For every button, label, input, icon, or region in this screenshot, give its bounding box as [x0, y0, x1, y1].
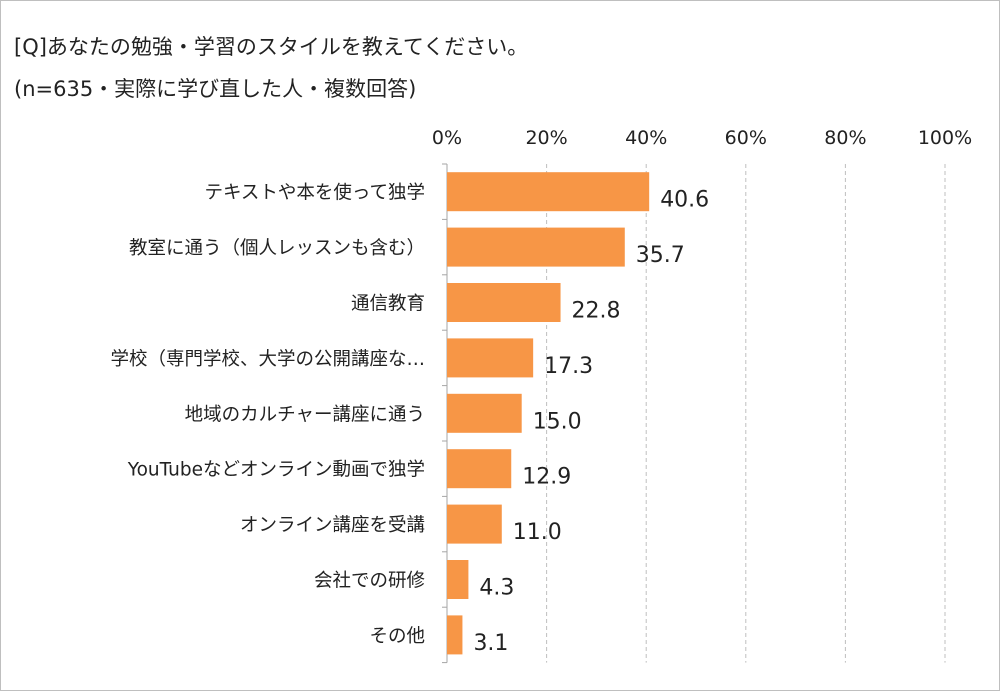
- data-label: 40.6: [660, 188, 709, 213]
- category-label: オンライン講座を受講: [240, 515, 425, 536]
- bar: [447, 338, 534, 378]
- data-label: 22.8: [572, 299, 621, 324]
- x-tick-label: 40%: [625, 127, 667, 149]
- x-tick-label: 0%: [432, 127, 462, 149]
- x-tick-label: 20%: [525, 127, 567, 149]
- category-label: その他: [369, 626, 425, 647]
- bar: [447, 172, 650, 212]
- category-label: YouTubeなどオンライン動画で独学: [127, 460, 425, 481]
- bar: [447, 449, 512, 489]
- data-label: 4.3: [479, 576, 514, 601]
- category-label: テキストや本を使って独学: [204, 183, 425, 204]
- bar: [447, 560, 469, 599]
- category-label: 通信教育: [351, 294, 425, 315]
- category-label: 会社での研修: [314, 571, 425, 592]
- data-label: 17.3: [544, 354, 593, 379]
- bar: [447, 615, 463, 655]
- chart-title: [Q]あなたの勉強・学習のスタイルを教えてください。: [14, 35, 529, 59]
- data-label: 15.0: [533, 409, 582, 434]
- chart-subtitle: (n=635・実際に学び直した人・複数回答): [14, 77, 417, 101]
- bar: [447, 393, 522, 433]
- data-label: 11.0: [513, 520, 562, 545]
- category-label: 地域のカルチャー講座に通う: [185, 404, 425, 425]
- bar: [447, 227, 625, 267]
- x-tick-label: 60%: [725, 127, 767, 149]
- data-label: 12.9: [522, 465, 571, 490]
- bar: [447, 504, 502, 544]
- category-label: 教室に通う（個人レッスンも含む）: [129, 238, 425, 259]
- x-tick-label: 100%: [918, 127, 972, 149]
- data-label: 35.7: [636, 243, 685, 268]
- category-label: 学校（専門学校、大学の公開講座な…: [110, 349, 425, 370]
- data-label: 3.1: [473, 631, 508, 656]
- x-tick-label: 80%: [824, 127, 866, 149]
- bar: [447, 283, 561, 322]
